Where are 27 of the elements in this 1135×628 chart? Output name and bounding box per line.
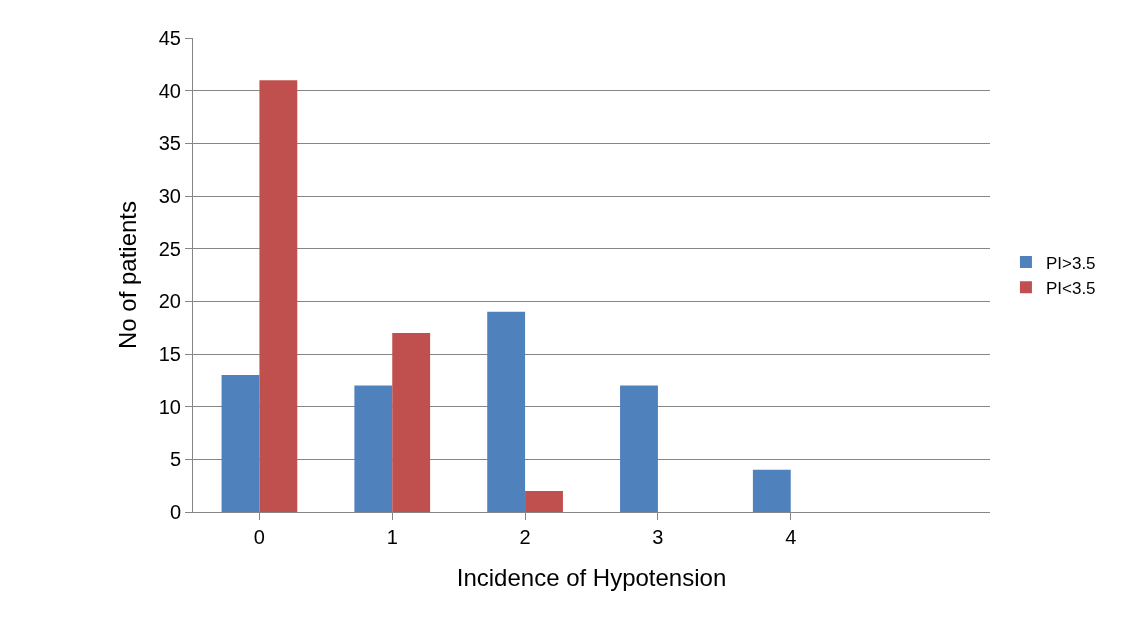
y-axis-title: No of patients [113,200,141,350]
x-tick-label: 2 [519,526,531,548]
y-tick-label: 15 [158,343,181,365]
legend-label: PI>3.5 [1045,253,1096,273]
y-tick-label: 30 [158,185,181,207]
x-axis-title: Incidence of Hypotension [456,564,727,592]
y-tick-label: 0 [169,501,181,523]
y-tick-label: 35 [158,132,181,155]
y-tick-label: 40 [158,79,181,102]
x-tick-label: 4 [785,526,797,548]
y-tick-label: 5 [169,448,181,471]
x-tick-label: 3 [652,526,664,548]
y-tick-label: 45 [158,27,181,49]
bar [620,385,658,512]
y-tick-label: 20 [158,290,181,313]
bar [752,469,791,512]
bar [354,385,393,512]
bar [221,375,260,512]
x-tick-label: 0 [253,526,265,548]
legend-label: PI<3.5 [1045,278,1096,298]
x-tick-label: 1 [386,526,398,548]
bar [487,311,526,512]
bar [392,332,431,512]
y-tick-label: 10 [158,395,181,418]
bar [259,80,298,512]
y-tick-label: 25 [158,237,181,260]
bar [525,490,563,512]
